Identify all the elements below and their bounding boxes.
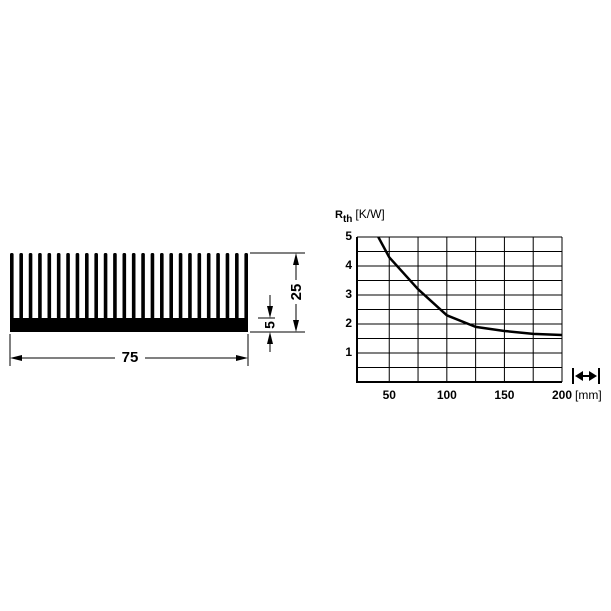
y-tick-label: 5 (345, 229, 352, 243)
axes (356, 237, 562, 383)
y-symbol: R (335, 209, 343, 221)
arrowhead (267, 306, 273, 318)
base-dimension: 5 (262, 321, 278, 329)
fin (47, 253, 52, 319)
fin (244, 253, 248, 319)
fin (235, 253, 239, 319)
fin (197, 253, 202, 319)
fin (85, 253, 89, 319)
heatsink-profile (10, 253, 248, 332)
fin (66, 253, 70, 319)
fin (188, 253, 192, 319)
fin (225, 253, 230, 319)
height-dimension: 25 (288, 284, 305, 301)
y-axis-label: Rth [K/W] (335, 207, 385, 224)
arrowhead (236, 355, 248, 361)
y-unit: [K/W] (355, 207, 384, 221)
fin (216, 253, 220, 319)
y-tick-label: 1 (345, 345, 352, 359)
fin (28, 253, 33, 319)
fin (169, 253, 173, 319)
fin (10, 253, 14, 319)
fin (113, 253, 117, 319)
fin (150, 253, 155, 319)
y-subscript: th (343, 214, 352, 225)
fin (122, 253, 127, 319)
heatsink-base (10, 318, 248, 332)
length-icon (572, 368, 600, 384)
x-tick-label: 50 (383, 388, 397, 402)
arrowhead (267, 332, 273, 344)
curve (377, 236, 563, 337)
fin (103, 253, 108, 319)
label-background (287, 280, 305, 304)
fin (56, 253, 61, 319)
fin (19, 253, 23, 319)
icon-arrows (575, 371, 597, 381)
fin (131, 253, 136, 319)
arrowhead (293, 320, 299, 332)
fin (38, 253, 42, 319)
y-tick-label: 4 (345, 258, 352, 272)
y-tick-label: 3 (345, 287, 352, 301)
x-tick-label: 200 (552, 388, 572, 402)
fin (141, 253, 145, 319)
x-axis-label: [mm] (575, 388, 602, 402)
width-dimension: 75 (122, 349, 139, 366)
x-tick-label: 150 (494, 388, 514, 402)
arrowheads (10, 253, 299, 361)
fin (160, 253, 164, 319)
x-tick-label: 100 (437, 388, 457, 402)
arrowhead (293, 253, 299, 265)
label-background (115, 349, 145, 367)
arrowhead (10, 355, 22, 361)
chart: 1 2 3 4 5 50 100 150 200 (345, 229, 572, 402)
y-tick-label: 2 (345, 316, 352, 330)
fin (178, 253, 183, 319)
fin (75, 253, 80, 319)
fin (206, 253, 211, 319)
fin (94, 253, 98, 319)
